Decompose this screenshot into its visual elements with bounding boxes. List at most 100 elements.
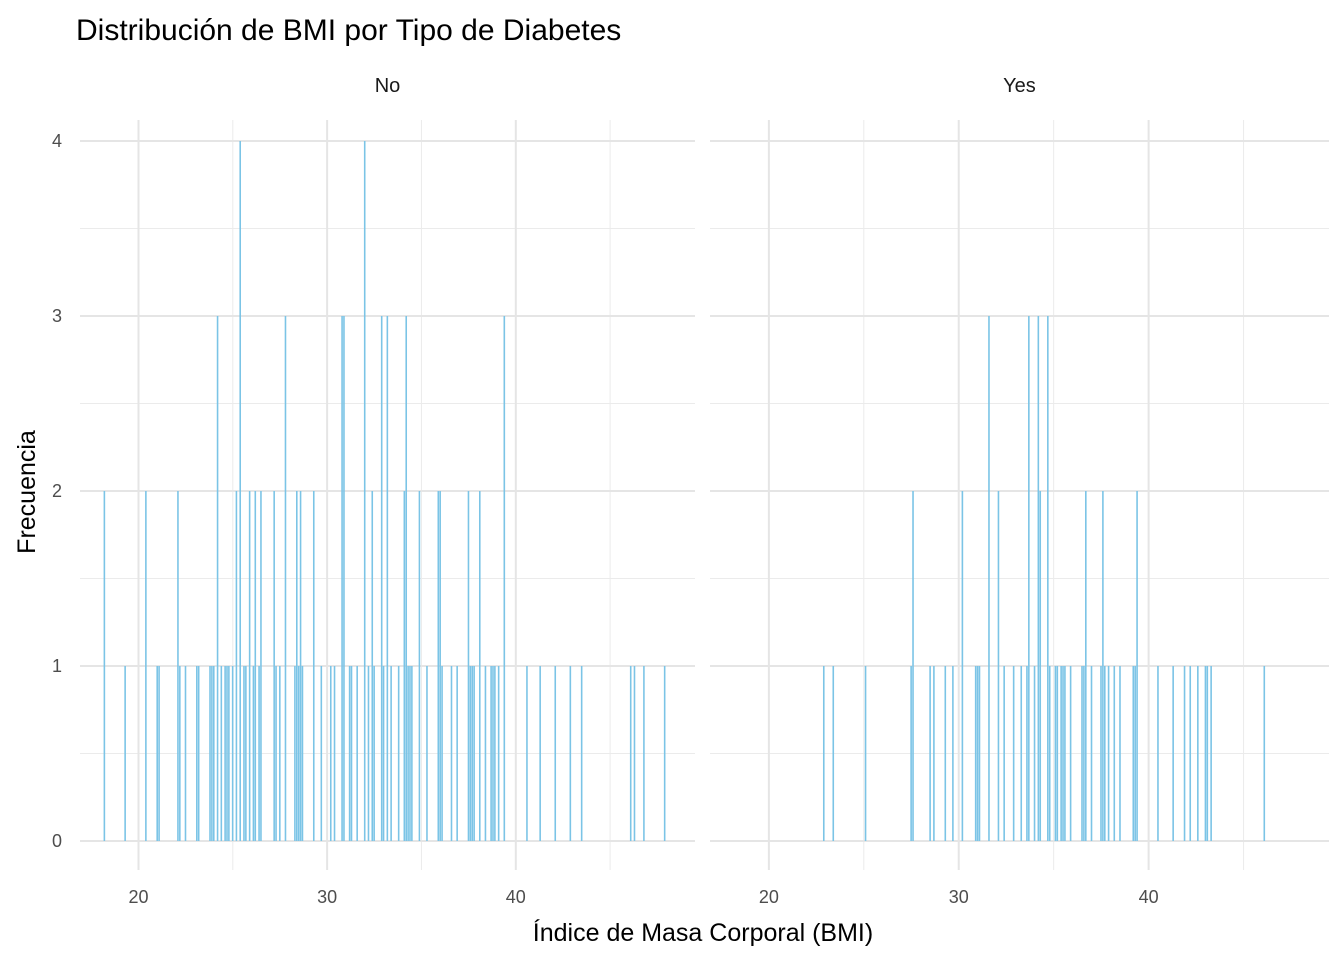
histogram-bar xyxy=(929,666,931,841)
histogram-bar xyxy=(275,666,277,841)
x-tick-label: 40 xyxy=(1139,887,1159,907)
histogram-bar xyxy=(526,666,528,841)
histogram-bar xyxy=(380,316,383,841)
histogram-bar xyxy=(343,316,345,841)
histogram-bar xyxy=(297,666,300,841)
histogram-bar xyxy=(1069,666,1072,841)
histogram-bar xyxy=(296,491,298,841)
histogram-bar xyxy=(961,491,964,841)
histogram-bar xyxy=(124,666,126,841)
histogram-bar xyxy=(497,666,500,841)
histogram-bar xyxy=(382,666,385,841)
histogram-bar xyxy=(988,316,990,841)
x-tick-label: 40 xyxy=(506,887,526,907)
histogram-bar xyxy=(569,666,572,841)
histogram-bar xyxy=(1102,491,1104,841)
histogram-bar xyxy=(437,491,440,841)
histogram-bar xyxy=(471,666,474,841)
histogram-bar xyxy=(1113,666,1116,841)
x-tick-label: 20 xyxy=(128,887,148,907)
histogram-bar xyxy=(469,666,472,841)
histogram-bar xyxy=(1210,666,1212,841)
histogram-bar xyxy=(216,316,219,841)
histogram-bar xyxy=(103,491,106,841)
histogram-bar xyxy=(1037,316,1040,841)
histogram-bar xyxy=(633,666,636,841)
y-tick-label: 1 xyxy=(52,656,62,676)
histogram-bar xyxy=(974,666,977,841)
facet-strip-label: No xyxy=(375,75,401,97)
histogram-bar xyxy=(478,491,481,841)
histogram-bar xyxy=(910,666,912,841)
histogram-bar xyxy=(976,666,979,841)
histogram-bar xyxy=(373,666,375,841)
histogram-bar xyxy=(1056,666,1059,841)
histogram-bar xyxy=(156,666,158,841)
histogram-bar xyxy=(503,316,506,841)
histogram-bar xyxy=(467,491,470,841)
histogram-bar xyxy=(211,666,213,841)
histogram-bar xyxy=(539,666,541,841)
histogram-bar xyxy=(248,491,251,841)
histogram-bar xyxy=(397,666,400,841)
histogram-bar xyxy=(409,666,411,841)
x-tick-label: 30 xyxy=(317,887,337,907)
histogram-bar xyxy=(439,491,441,841)
histogram-bar xyxy=(177,491,179,841)
histogram-bar xyxy=(978,666,981,841)
histogram-bar xyxy=(179,666,181,841)
facet-strip-label: Yes xyxy=(1003,75,1036,97)
histogram-bar xyxy=(371,491,374,841)
histogram-bar xyxy=(418,491,421,841)
histogram-bar xyxy=(243,666,245,841)
histogram-bar xyxy=(252,666,255,841)
histogram-bar xyxy=(224,666,226,841)
histogram-bar xyxy=(294,666,296,841)
histogram-bar xyxy=(1048,666,1051,841)
histogram-bar xyxy=(1100,666,1102,841)
histogram-bar xyxy=(1263,666,1266,841)
histogram-bar xyxy=(494,666,496,841)
histogram-bar xyxy=(350,666,353,841)
histogram-bar xyxy=(403,491,406,841)
y-tick-label: 4 xyxy=(52,131,62,151)
histogram-bar xyxy=(1204,666,1207,841)
histogram-bar xyxy=(663,666,666,841)
histogram-bar xyxy=(832,666,835,841)
x-tick-label: 20 xyxy=(759,887,779,907)
histogram-bar xyxy=(284,316,287,841)
histogram-bar xyxy=(1183,666,1186,841)
histogram-bar xyxy=(1020,666,1023,841)
histogram-bar xyxy=(239,141,241,841)
histogram-bar xyxy=(258,666,260,841)
histogram-bar xyxy=(231,666,234,841)
histogram-bar xyxy=(212,666,215,841)
histogram-bar xyxy=(643,666,645,841)
histogram-bar xyxy=(197,666,200,841)
histogram-bar xyxy=(450,666,453,841)
histogram-bar xyxy=(145,491,147,841)
histogram-bar xyxy=(490,666,492,841)
x-axis-label: Índice de Masa Corporal (BMI) xyxy=(533,918,873,947)
histogram-bar xyxy=(1003,666,1005,841)
facet-panel-no: 20 30 40 0 1 2 3 4 No xyxy=(52,75,695,907)
histogram-bar xyxy=(1090,666,1093,841)
histogram-bar xyxy=(226,666,228,841)
histogram-bar xyxy=(386,316,389,841)
histogram-bar xyxy=(933,666,935,841)
histogram-bar xyxy=(1081,666,1083,841)
histogram-bar xyxy=(279,666,281,841)
histogram-bar xyxy=(356,666,358,841)
histogram-bar xyxy=(312,491,315,841)
histogram-bar xyxy=(492,666,494,841)
histogram-bar xyxy=(912,491,914,841)
histogram-bar xyxy=(1134,666,1136,841)
histogram-bar xyxy=(411,666,413,841)
histogram-bar xyxy=(473,666,475,841)
histogram-bar xyxy=(320,666,323,841)
histogram-bar xyxy=(997,491,1000,841)
histogram-bar xyxy=(299,491,302,841)
histogram-bar xyxy=(1157,666,1159,841)
histogram-bar xyxy=(184,666,187,841)
